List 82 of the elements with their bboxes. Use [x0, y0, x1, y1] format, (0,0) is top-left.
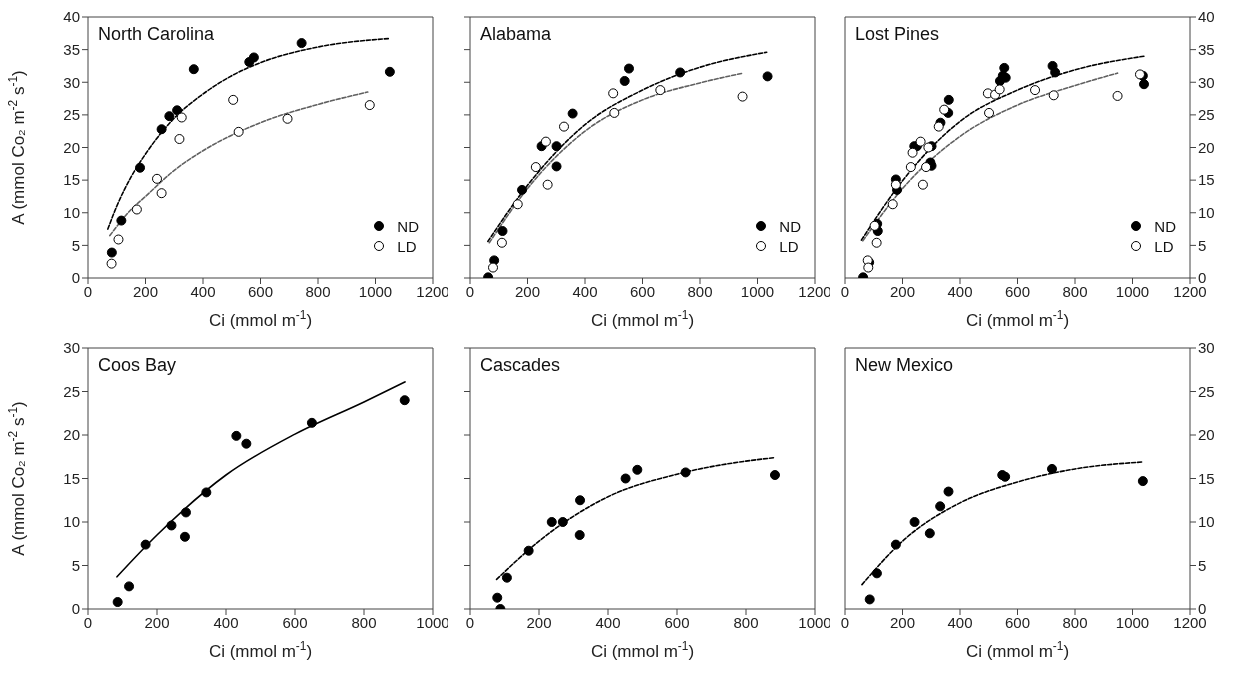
y-tick-label: 5 [71, 236, 80, 254]
x-tick-label: 600 [1004, 613, 1031, 631]
x-tick-label: 1000 [358, 282, 393, 300]
legend-label: ND [1154, 217, 1176, 235]
x-tick-label: 200 [526, 613, 552, 631]
legend-label: LD [397, 237, 417, 255]
x-tick-label: 800 [1062, 613, 1088, 631]
y-tick-label: 5 [71, 556, 80, 574]
x-tick-label: 400 [947, 613, 973, 631]
x-tick-label: 200 [132, 282, 159, 300]
chart-title: Cascades [480, 355, 561, 376]
x-tick-label: 200 [514, 282, 541, 300]
y-tick-label: 25 [63, 382, 80, 400]
y-tick-label: 15 [1198, 469, 1215, 487]
x-tick-label: 1000 [1115, 613, 1150, 631]
y-tick-label: 25 [1198, 106, 1215, 124]
chart-title: Coos Bay [98, 355, 177, 376]
x-axis-title: Ci (mmol m$^{-1}$) [208, 308, 313, 330]
chart-title: North Carolina [98, 24, 215, 45]
y-tick-label: 30 [63, 73, 80, 91]
x-tick-label: 1000 [1115, 282, 1150, 300]
x-tick-label: 0 [83, 613, 93, 631]
x-axis-title: Ci (mmol m$^{-1}$) [965, 639, 1070, 661]
x-tick-label: 800 [351, 613, 377, 631]
y-tick-label: 15 [63, 171, 80, 189]
y-tick-label: 5 [1198, 236, 1207, 254]
y-tick-label: 10 [1198, 204, 1215, 222]
x-tick-label: 800 [733, 613, 759, 631]
x-tick-label: 200 [889, 613, 916, 631]
y-tick-label: 30 [1198, 73, 1215, 91]
chart-title: Alabama [480, 24, 552, 45]
y-tick-label: 30 [63, 339, 80, 357]
y-tick-label: 5 [1198, 556, 1207, 574]
x-tick-label: 800 [305, 282, 331, 300]
x-axis-title: Ci (mmol m$^{-1}$) [208, 639, 313, 661]
x-tick-label: 600 [664, 613, 690, 631]
y-tick-label: 25 [1198, 382, 1215, 400]
y-tick-label: 10 [63, 513, 80, 531]
y-tick-label: 10 [63, 204, 80, 222]
y-tick-label: 20 [63, 426, 80, 444]
x-tick-label: 600 [1004, 282, 1031, 300]
x-tick-label: 600 [282, 613, 308, 631]
x-tick-label: 400 [572, 282, 598, 300]
y-tick-label: 20 [1198, 138, 1215, 156]
x-axis-title: Ci (mmol m$^{-1}$) [965, 308, 1070, 330]
legend-label: ND [779, 217, 801, 235]
y-tick-label: 15 [1198, 171, 1215, 189]
chart-title: Lost Pines [855, 24, 940, 45]
x-axis-title: Ci (mmol m$^{-1}$) [590, 639, 695, 661]
x-axis-title: Ci (mmol m$^{-1}$) [590, 308, 695, 330]
y-tick-label: 25 [63, 106, 80, 124]
y-tick-label: 35 [1198, 40, 1215, 58]
y-tick-label: 35 [63, 40, 80, 58]
legend-label: LD [1154, 237, 1174, 255]
y-tick-label: 0 [71, 269, 80, 287]
x-tick-label: 600 [629, 282, 656, 300]
x-tick-label: 1000 [740, 282, 775, 300]
y-tick-label: 10 [1198, 513, 1215, 531]
y-tick-label: 40 [1198, 8, 1215, 26]
x-tick-label: 0 [840, 613, 850, 631]
x-tick-label: 400 [190, 282, 216, 300]
x-tick-label: 0 [465, 613, 475, 631]
x-tick-label: 800 [687, 282, 713, 300]
y-tick-label: 20 [63, 138, 80, 156]
x-tick-label: 400 [947, 282, 973, 300]
x-tick-label: 0 [465, 282, 475, 300]
y-tick-label: 15 [63, 469, 80, 487]
x-tick-label: 200 [889, 282, 916, 300]
x-tick-label: 400 [595, 613, 621, 631]
x-tick-label: 400 [213, 613, 239, 631]
y-tick-label: 20 [1198, 426, 1215, 444]
x-tick-label: 600 [247, 282, 274, 300]
x-tick-label: 800 [1062, 282, 1088, 300]
legend-label: ND [397, 217, 419, 235]
y-tick-label: 30 [1198, 339, 1215, 357]
x-tick-label: 0 [840, 282, 850, 300]
x-tick-label: 0 [83, 282, 93, 300]
legend-label: LD [779, 237, 799, 255]
y-tick-label: 0 [71, 600, 80, 618]
y-tick-label: 40 [63, 8, 80, 26]
chart-title: New Mexico [855, 355, 954, 376]
x-tick-label: 200 [144, 613, 170, 631]
